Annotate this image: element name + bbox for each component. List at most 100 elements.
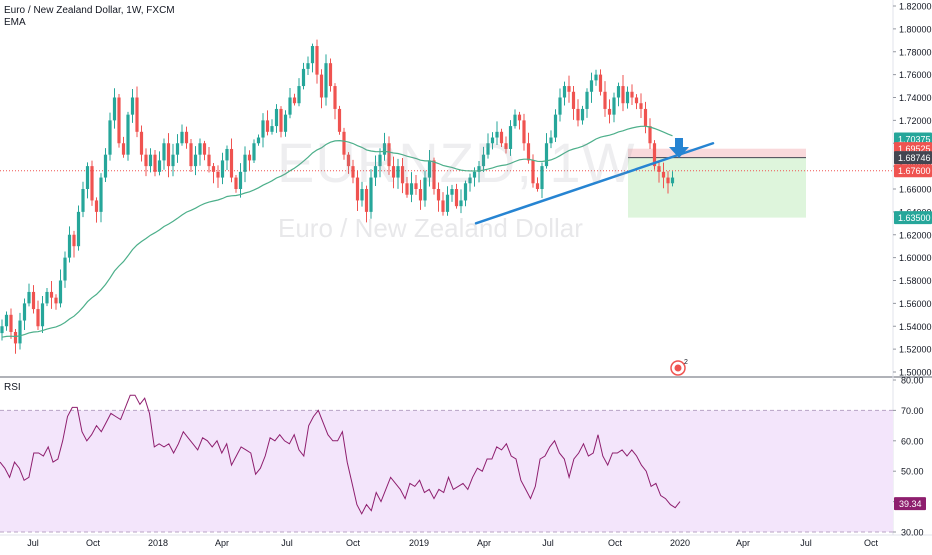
candle-body (382, 143, 387, 155)
candle-body (549, 137, 553, 144)
price-label: 1.70375 (898, 134, 931, 144)
stop-loss-zone (628, 148, 806, 158)
candle-body (387, 143, 391, 167)
candle-body (126, 114, 130, 155)
price-label: 1.67600 (898, 166, 931, 176)
candle-body (270, 126, 274, 132)
rsi-value-label: 39.34 (899, 499, 922, 509)
price-tick-label: 1.54000 (899, 322, 932, 332)
candle-body (207, 154, 211, 167)
candle-body (522, 120, 526, 144)
candle-body (364, 189, 369, 212)
candle-body (283, 114, 288, 132)
candle-body (54, 297, 58, 304)
time-tick-label: 2020 (670, 538, 690, 548)
rsi-value-box (894, 497, 926, 511)
legend-symbol[interactable]: Euro / New Zealand Dollar, 1W, FXCM (4, 5, 175, 16)
price-tick-label: 1.76000 (899, 70, 932, 80)
candle-body (666, 177, 670, 184)
candle-body (58, 280, 63, 304)
chart-legend: Euro / New Zealand Dollar, 1W, FXCM EMA (4, 5, 175, 29)
candle-body (27, 291, 31, 304)
candle-body (598, 74, 603, 92)
candle-body (526, 143, 531, 161)
candle-body (90, 166, 94, 201)
rsi-pane-label[interactable]: RSI (4, 382, 21, 393)
candle-body (36, 309, 40, 327)
down-arrow-icon (669, 138, 689, 158)
candle-body (279, 108, 283, 132)
candle-body (405, 183, 409, 195)
rsi-tick-label: 50.00 (901, 467, 924, 477)
candle-body (67, 234, 72, 258)
candle-body (423, 177, 427, 201)
candle-body (333, 86, 337, 109)
event-badge-dot (674, 364, 682, 372)
candle-body (18, 320, 22, 344)
candle-body (94, 200, 99, 212)
candle-body (486, 143, 490, 155)
candle-body (360, 189, 364, 201)
candle-body (648, 126, 652, 144)
candle-body (472, 171, 477, 178)
candle-body (171, 154, 175, 167)
legend-indicator-ema[interactable]: EMA (4, 17, 26, 28)
watermark-symbol: EURNZD, 1W (277, 131, 636, 194)
candle-body (621, 86, 625, 104)
price-tick-label: 1.74000 (899, 93, 932, 103)
candle-body (396, 166, 400, 178)
candle-body (499, 131, 504, 144)
candle-body (265, 120, 270, 132)
price-label: 1.63500 (898, 213, 931, 223)
candle-body (342, 131, 346, 155)
candle-body (108, 120, 112, 155)
price-tick-label: 1.80000 (899, 24, 932, 34)
rsi-tick-label: 80.00 (901, 376, 924, 386)
candle-body (76, 211, 81, 247)
candle-body (211, 166, 216, 172)
candle-body (441, 200, 445, 212)
candle-body (220, 160, 225, 178)
candle-body (198, 143, 202, 155)
candle-body (616, 86, 621, 98)
candle-body (243, 154, 247, 172)
candle-body (562, 86, 567, 98)
candle-body (567, 86, 571, 92)
candle-body (589, 80, 594, 92)
candle-body (45, 291, 49, 304)
rsi-tick-label: 70.00 (901, 406, 924, 416)
watermark-name: Euro / New Zealand Dollar (278, 213, 583, 243)
price-label-box (894, 151, 932, 165)
candle-body (378, 154, 382, 167)
price-label-box (894, 211, 932, 225)
candle-body (252, 143, 256, 161)
candle-body (297, 86, 301, 104)
candle-body (13, 331, 18, 344)
price-tick-label: 1.72000 (899, 116, 932, 126)
price-tick-label: 1.60000 (899, 253, 932, 263)
candle-body (72, 234, 76, 247)
candle-body (234, 177, 238, 189)
candle-body (580, 108, 585, 121)
candle-body (553, 114, 558, 138)
event-badge-count: 2 (684, 359, 688, 366)
candle-body (346, 154, 351, 167)
candle-body (328, 63, 333, 87)
price-tick-label: 1.78000 (899, 47, 932, 57)
candle-body (603, 91, 607, 109)
candle-body (607, 108, 612, 115)
candle-body (436, 189, 441, 201)
candle-body (508, 126, 513, 149)
candle-body (544, 143, 549, 167)
candle-body (630, 91, 634, 98)
candle-body (121, 143, 126, 155)
candle-body (324, 63, 328, 98)
time-tick-label: Jul (281, 538, 293, 548)
candle-body (481, 154, 486, 167)
candle-body (495, 131, 499, 138)
candle-body (369, 177, 373, 212)
candle-body (355, 177, 360, 201)
candle-body (247, 154, 252, 161)
